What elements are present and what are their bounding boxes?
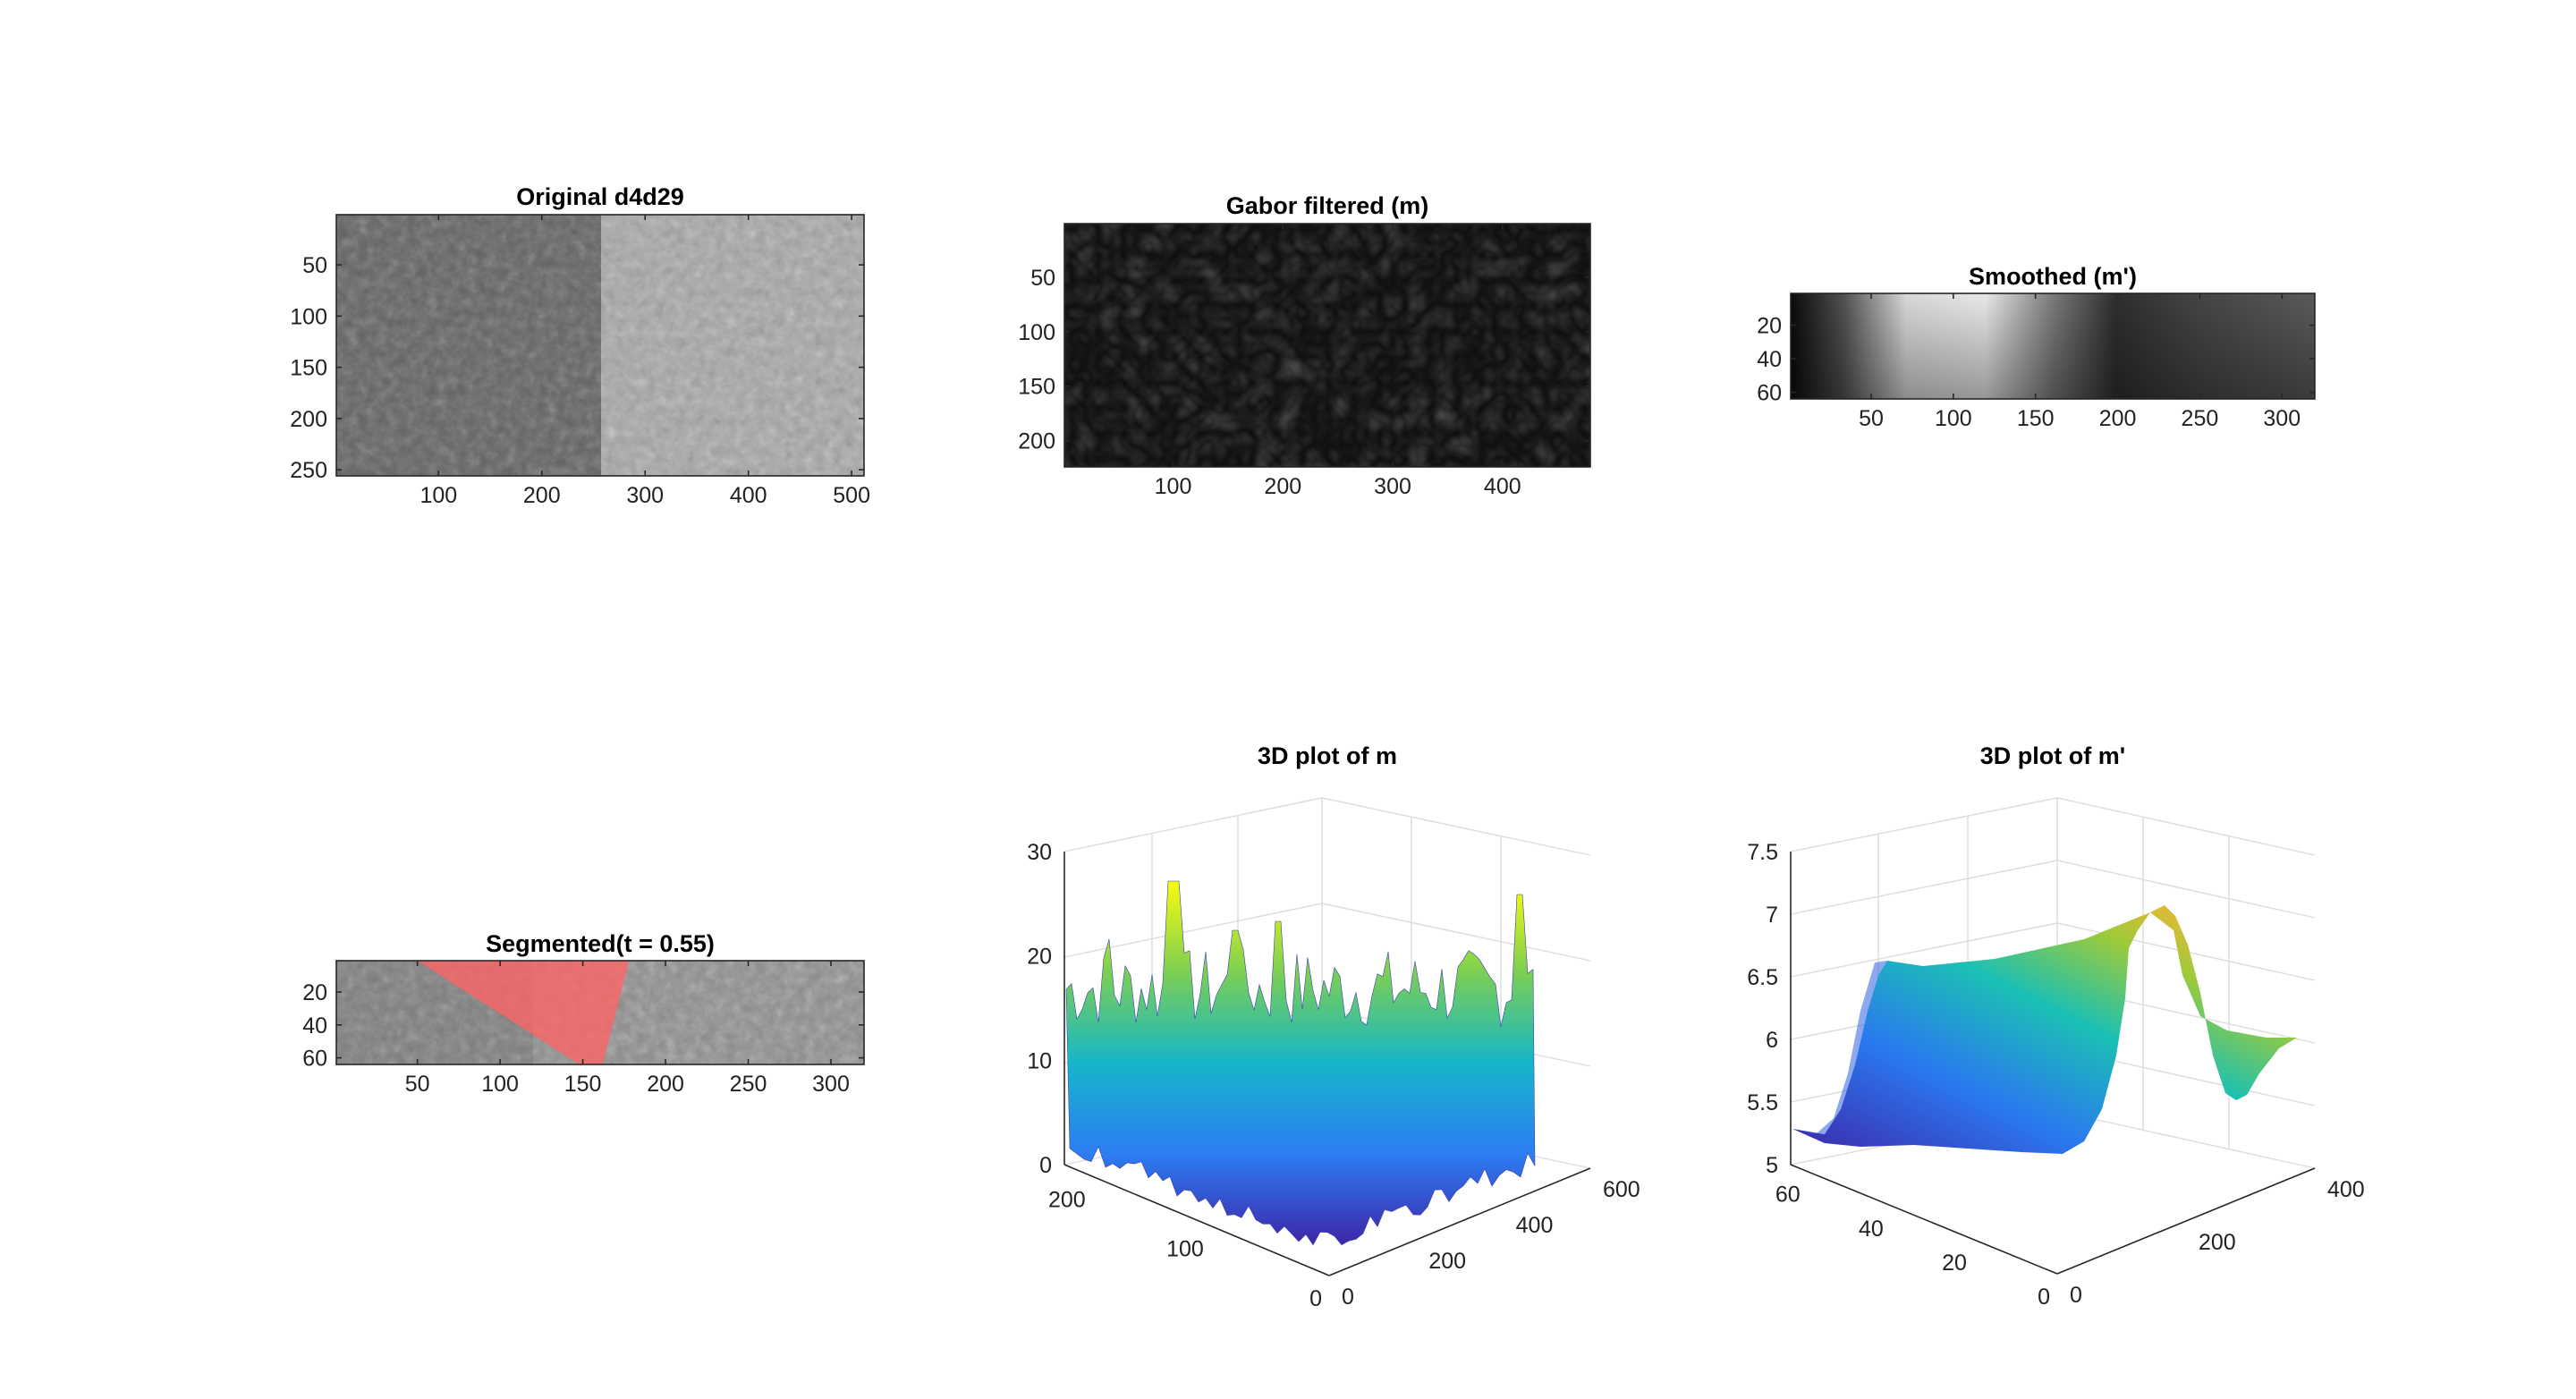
tick-label: 200 [647, 1072, 684, 1097]
panel-3d-m: 3D plot of m 0 10 20 30 0 100 200 0 200 400 600 [1027, 742, 1640, 1311]
tick-label: 100 [1935, 406, 1972, 431]
panel-original-title: Original d4d29 [516, 183, 684, 210]
segmented-highlight-region [417, 961, 630, 1064]
tick-label: 200 [290, 407, 327, 432]
tick-label: 100 [1018, 320, 1055, 345]
tick-label: 60 [1757, 381, 1782, 406]
tick-label: 100 [290, 304, 327, 329]
tick-label: 10 [1027, 1048, 1052, 1073]
smoothed-y-ticks: 20 40 60 [1757, 314, 2315, 406]
tick-label: 600 [1603, 1177, 1640, 1202]
original-y-ticks: 50 100 150 200 250 [290, 253, 864, 483]
tick-label: 300 [812, 1072, 850, 1097]
tick-label: 0 [1309, 1286, 1322, 1311]
tick-label: 200 [1428, 1249, 1466, 1274]
gabor-axes-frame [1063, 223, 1591, 468]
segmented-x-ticks: 50 100 150 200 250 300 [405, 961, 850, 1097]
tick-label: 50 [405, 1072, 430, 1097]
3d-mprime-y-ticks: 0 20 40 60 [1775, 1183, 2050, 1310]
tick-label: 50 [1859, 406, 1884, 431]
tick-label: 150 [1018, 375, 1055, 400]
tick-label: 5.5 [1747, 1090, 1778, 1115]
3d-mprime-x-ticks: 0 200 400 [2070, 1177, 2365, 1308]
tick-label: 200 [523, 483, 561, 508]
panel-gabor-title: Gabor filtered (m) [1226, 192, 1429, 219]
tick-label: 40 [302, 1013, 327, 1039]
tick-label: 7 [1766, 903, 1778, 928]
panel-original: Original d4d29 100 200 300 400 500 50 100 150 2… [290, 183, 870, 508]
original-axes-frame [335, 214, 865, 477]
tick-label: 50 [302, 253, 327, 278]
3d-m-x-ticks: 0 200 400 600 [1342, 1177, 1640, 1310]
panel-segmented: Segmented(t = 0.55) 50 100 150 200 250 300 20… [302, 930, 865, 1097]
tick-label: 250 [290, 458, 327, 483]
gabor-x-ticks: 100 200 300 400 [1155, 224, 1521, 499]
3d-m-y-ticks: 0 100 200 [1048, 1187, 1322, 1311]
segmented-image [336, 961, 864, 1064]
panel-segmented-title: Segmented(t = 0.55) [486, 930, 715, 957]
tick-label: 0 [2070, 1283, 2082, 1308]
tick-label: 100 [419, 483, 457, 508]
tick-label: 5 [1766, 1153, 1778, 1178]
tick-label: 7.5 [1747, 840, 1778, 865]
original-x-ticks: 100 200 300 400 500 [419, 215, 870, 508]
tick-label: 400 [730, 483, 767, 508]
tick-label: 200 [1264, 474, 1301, 499]
original-image [336, 215, 864, 476]
tick-label: 200 [2099, 406, 2137, 431]
panel-3d-mprime: 3D plot of m' 5 5.5 6 6.5 7 7.5 0 20 40 60 0 200 4… [1747, 742, 2364, 1310]
tick-label: 100 [1166, 1237, 1204, 1262]
3d-mprime-surface [1792, 905, 2297, 1154]
tick-label: 400 [1516, 1213, 1554, 1238]
tick-label: 400 [2327, 1177, 2365, 1202]
tick-label: 200 [1018, 429, 1055, 454]
3d-m-surface [1065, 880, 1536, 1246]
tick-label: 300 [1374, 474, 1411, 499]
3d-mprime-z-ticks: 5 5.5 6 6.5 7 7.5 [1747, 840, 1778, 1178]
smoothed-axes-frame [1790, 293, 2316, 400]
tick-label: 150 [564, 1072, 602, 1097]
tick-label: 20 [302, 980, 327, 1005]
smoothed-image [1791, 293, 2315, 399]
tick-label: 250 [2182, 406, 2219, 431]
tick-label: 150 [2017, 406, 2055, 431]
tick-label: 0 [1039, 1153, 1052, 1178]
gabor-y-ticks: 50 100 150 200 [1018, 266, 1590, 454]
tick-label: 0 [2038, 1285, 2050, 1310]
tick-label: 6 [1766, 1028, 1778, 1053]
tick-label: 300 [2263, 406, 2301, 431]
tick-label: 6.5 [1747, 965, 1778, 990]
tick-label: 400 [1484, 474, 1521, 499]
tick-label: 20 [1757, 314, 1782, 339]
tick-label: 50 [1030, 266, 1055, 291]
smoothed-x-ticks: 50 100 150 200 250 300 [1859, 293, 2301, 431]
panel-smoothed-title: Smoothed (m') [1969, 263, 2137, 290]
tick-label: 40 [1757, 347, 1782, 372]
tick-label: 20 [1942, 1251, 1967, 1276]
tick-label: 200 [1048, 1187, 1086, 1212]
gabor-image [1064, 224, 1590, 467]
tick-label: 150 [290, 356, 327, 381]
tick-label: 0 [1342, 1285, 1354, 1310]
tick-label: 30 [1027, 840, 1052, 865]
segmented-y-ticks: 20 40 60 [302, 980, 864, 1072]
tick-label: 100 [1155, 474, 1192, 499]
tick-label: 20 [1027, 945, 1052, 970]
tick-label: 300 [626, 483, 664, 508]
panel-smoothed: Smoothed (m') 50 100 150 200 250 300 20 40 60 [1757, 263, 2316, 431]
tick-label: 200 [2199, 1230, 2236, 1255]
tick-label: 500 [833, 483, 870, 508]
tick-label: 40 [1859, 1217, 1884, 1242]
3d-m-z-ticks: 0 10 20 30 [1027, 840, 1052, 1178]
tick-label: 60 [1775, 1183, 1801, 1208]
panel-3d-m-title: 3D plot of m [1258, 742, 1397, 769]
panel-3d-mprime-title: 3D plot of m' [1980, 742, 2125, 769]
panel-gabor: Gabor filtered (m) 100 200 300 400 50 100 150… [1018, 192, 1591, 499]
segmented-axes-frame [335, 960, 865, 1065]
tick-label: 250 [730, 1072, 767, 1097]
tick-label: 60 [302, 1047, 327, 1072]
tick-label: 100 [481, 1072, 519, 1097]
